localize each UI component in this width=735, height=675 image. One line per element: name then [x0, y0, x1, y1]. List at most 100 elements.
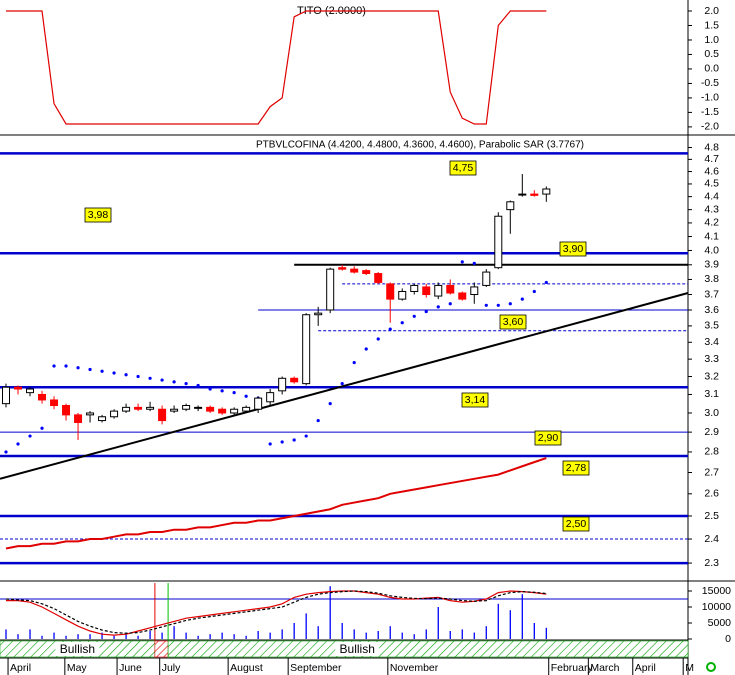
candle-body: [458, 292, 467, 300]
sar-dot: [160, 378, 164, 382]
sar-dot: [268, 442, 272, 446]
candle-body: [158, 408, 167, 422]
band-label-bg: [55, 642, 100, 656]
sar-dot: [64, 364, 68, 368]
sar-dot: [508, 302, 512, 306]
y-tick-label: 3.3: [704, 353, 719, 365]
candle-body: [326, 268, 335, 311]
sar-dot: [124, 373, 128, 377]
candle-body: [374, 273, 383, 283]
candle-body: [98, 416, 107, 422]
sar-dot: [208, 387, 212, 391]
level-label-box: [559, 241, 587, 257]
sar-dot: [88, 367, 92, 372]
level-label: 3,98: [88, 209, 109, 221]
x-tick-label: March: [590, 662, 619, 674]
y-tick-label: 4.8: [704, 141, 719, 153]
x-tick-label: April: [635, 662, 656, 674]
sar-dot: [292, 438, 296, 442]
level-label: 3,60: [503, 316, 524, 328]
sar-dot: [460, 260, 464, 264]
sar-dot: [436, 305, 440, 309]
candle-body: [290, 377, 299, 383]
candle-body: [14, 386, 23, 390]
sar-dot: [532, 289, 536, 294]
y-tick-label: 0: [725, 633, 731, 645]
candle-body: [518, 193, 527, 196]
trendline: [0, 292, 689, 480]
oscillator-line: [5, 590, 547, 634]
candle-body: [302, 314, 311, 385]
candle-body: [26, 388, 35, 394]
status-icon: [706, 662, 716, 672]
sar-dot: [76, 366, 80, 370]
level-label-box: [562, 460, 590, 476]
sar-dot: [280, 440, 284, 444]
candle-body: [122, 406, 131, 412]
y-tick-label: 4.2: [704, 217, 719, 229]
sar-dot: [100, 369, 104, 373]
candle-body: [134, 406, 143, 410]
y-tick-label: 4.4: [704, 190, 719, 202]
candle-body: [494, 215, 503, 269]
y-tick-label: -1.5: [701, 106, 719, 118]
sar-dot: [220, 389, 224, 393]
candle-body: [446, 284, 455, 294]
sar-dot: [520, 297, 524, 301]
y-tick-label: -2.0: [701, 121, 719, 133]
candle-body: [434, 284, 443, 297]
level-label: 2,78: [566, 462, 587, 474]
y-tick-label: 2.4: [704, 533, 719, 545]
candle-body: [398, 290, 407, 300]
sar-dot: [496, 303, 500, 307]
sar-dot: [28, 434, 32, 438]
level-label: 3,14: [465, 394, 486, 406]
x-tick-label: August: [230, 662, 263, 674]
y-tick-label: 2.6: [704, 488, 719, 500]
candle-body: [206, 406, 215, 412]
y-tick-label: 2.3: [704, 557, 719, 569]
candle-body: [194, 406, 203, 409]
level-label: 3,90: [563, 243, 584, 255]
y-tick-label: 2.0: [704, 5, 719, 17]
level-label-box: [461, 392, 489, 408]
y-tick-label: 3.4: [704, 336, 719, 348]
sar-dot: [40, 426, 44, 430]
y-tick-label: 3.1: [704, 388, 719, 400]
y-tick-label: 3.5: [704, 320, 719, 332]
band-label-bg: [335, 642, 380, 656]
candle-body: [218, 408, 227, 414]
x-tick-label: M: [685, 662, 694, 674]
x-tick-label: July: [162, 662, 181, 674]
sar-dot: [4, 450, 8, 454]
candle-body: [350, 268, 359, 273]
sar-dot: [112, 371, 116, 375]
level-label-box: [562, 516, 590, 532]
x-tick-label: May: [67, 662, 88, 674]
y-tick-label: 4.1: [704, 230, 719, 242]
candle-body: [542, 188, 551, 195]
y-tick-label: 3.2: [704, 370, 719, 382]
sar-dot: [484, 303, 488, 307]
sar-dot: [316, 418, 320, 423]
sar-dot: [424, 309, 428, 314]
sar-dot: [196, 383, 200, 388]
sar-dot: [340, 382, 344, 386]
candle-body: [470, 286, 479, 296]
candle-body: [2, 386, 11, 405]
y-tick-label: 0.5: [704, 48, 719, 60]
candle-body: [182, 405, 191, 410]
y-tick-label: 3.0: [704, 407, 719, 419]
candle-body: [362, 270, 371, 275]
candle-body: [410, 284, 419, 292]
chart-title: PTBVLCOFINA (4.4200, 4.4800, 4.3600, 4.4…: [256, 140, 584, 151]
y-tick-label: 4.6: [704, 165, 719, 177]
candle-body: [386, 283, 395, 300]
sar-dot: [244, 394, 248, 398]
level-label: 4,75: [453, 162, 474, 174]
sar-dot: [352, 360, 356, 365]
sar-dot: [448, 302, 452, 306]
oscillator-line: [6, 590, 547, 636]
sar-dot: [184, 382, 188, 386]
